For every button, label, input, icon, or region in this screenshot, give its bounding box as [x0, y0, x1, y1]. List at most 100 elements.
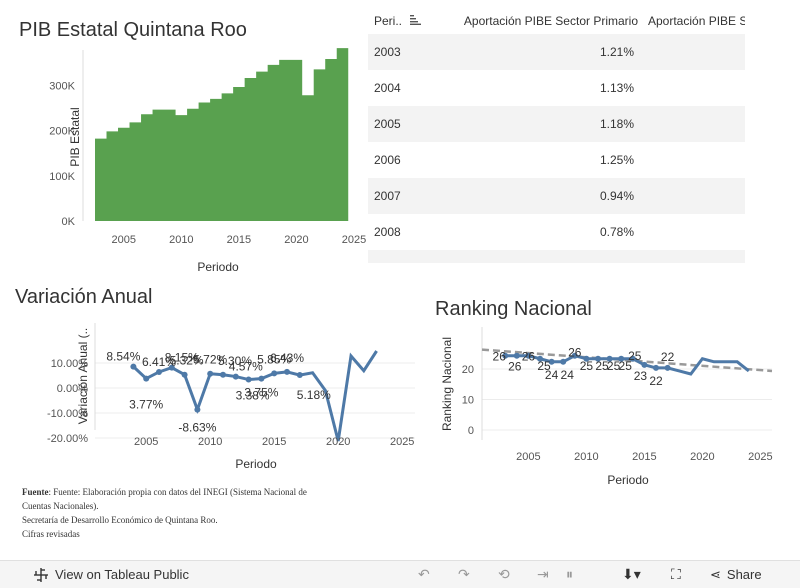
- variacion-point: [232, 373, 239, 380]
- data-label: 25: [628, 349, 642, 363]
- variacion-point: [296, 372, 303, 379]
- data-label: 26: [508, 360, 522, 374]
- pib-area: [95, 48, 349, 221]
- y-tick-label: -20.00%: [47, 433, 88, 445]
- ranking-point: [664, 364, 671, 371]
- data-label: 6.41%: [142, 355, 176, 369]
- x-tick-label: 2015: [262, 436, 286, 448]
- data-label: 4.57%: [229, 360, 263, 374]
- variacion-point: [181, 371, 188, 378]
- y-tick-label: 10.00%: [51, 358, 89, 370]
- x-tick-label: 2025: [748, 451, 772, 463]
- data-label: 25: [595, 359, 609, 373]
- tableau-toolbar: View on Tableau Public ↶ ↷ ⟲ ⇥ ⏸ ⬇▾ ⛶ ⋖ …: [0, 560, 800, 588]
- y-tick-label: 200K: [49, 126, 75, 138]
- fullscreen-icon[interactable]: ⛶: [671, 566, 681, 582]
- data-label: 23: [634, 369, 648, 383]
- tableau-logo-icon: [34, 567, 48, 582]
- refresh-icon[interactable]: ⇥: [537, 566, 549, 582]
- x-tick-label: 2020: [284, 234, 308, 246]
- source-label: Fuente: [22, 487, 49, 497]
- x-tick-label: 2010: [169, 234, 193, 246]
- table-row[interactable]: 2006 1.25%: [368, 142, 745, 178]
- header-primario[interactable]: Aportación PIBE Sector Primario: [463, 14, 638, 28]
- ranking-point: [583, 355, 590, 362]
- aportacion-table[interactable]: Peri.. Aportación PIBE Sector Primario A…: [368, 8, 745, 263]
- table-row[interactable]: 2004 1.13%: [368, 70, 745, 106]
- ranking-point: [571, 352, 578, 359]
- view-on-tableau-link[interactable]: View on Tableau Public: [33, 567, 189, 583]
- data-label: 3.38%: [236, 389, 270, 403]
- ranking-point: [560, 358, 567, 365]
- x-tick-label: 2025: [390, 436, 414, 448]
- ranking-line: [505, 354, 750, 376]
- x-tick-label: 2005: [134, 436, 158, 448]
- table-row[interactable]: 2008 0.78%: [368, 214, 745, 250]
- x-tick-label: 2020: [690, 451, 714, 463]
- data-label: 26: [568, 346, 582, 360]
- trend-line: [481, 348, 773, 373]
- data-label: 8.54%: [106, 350, 140, 364]
- data-label: 24: [561, 368, 575, 382]
- y-tick-label: 0K: [62, 216, 76, 228]
- pib-chart-title: PIB Estatal Quintana Roo: [19, 19, 247, 41]
- undo-icon[interactable]: ↶: [418, 566, 430, 582]
- header-second[interactable]: Aportación PIBE S: [648, 14, 745, 28]
- data-label: 25: [619, 359, 633, 373]
- data-label: 3.75%: [244, 386, 278, 400]
- cell-primario: 0.99%: [446, 261, 634, 263]
- x-tick-label: 2015: [227, 234, 251, 246]
- data-label: 24: [545, 368, 559, 382]
- view-on-tableau-label: View on Tableau Public: [55, 567, 189, 582]
- y-tick-label: -10.00%: [47, 408, 88, 420]
- source-line2: Secretaría de Desarrollo Económico de Qu…: [22, 515, 218, 525]
- sort-icon[interactable]: [410, 14, 446, 28]
- source-note: Fuente: Fuente: Elaboración propia con d…: [22, 485, 332, 541]
- data-label: 5.32%: [170, 354, 204, 368]
- pause-icon[interactable]: ⏸: [566, 566, 573, 582]
- table-row[interactable]: 2003 1.21%: [368, 34, 745, 70]
- ranking-point: [641, 361, 648, 368]
- x-axis-title: Periodo: [235, 457, 277, 471]
- x-axis-title: Periodo: [607, 473, 649, 487]
- y-axis-title: Ranking Nacional: [440, 337, 454, 431]
- cell-period: 2003: [374, 45, 401, 59]
- table-row[interactable]: 20090.99%: [368, 250, 745, 263]
- variacion-line-chart[interactable]: 10.00% 0.00% -10.00% -20.00% 8.54% 3.77% 6.41%…: [0, 318, 420, 508]
- data-label: 25: [607, 359, 621, 373]
- data-label: 3.77%: [129, 398, 163, 412]
- data-label: 5.72%: [193, 353, 227, 367]
- download-icon[interactable]: ⬇▾: [622, 566, 641, 582]
- x-tick-label: 2005: [112, 234, 136, 246]
- ranking-point: [502, 352, 509, 359]
- table-row[interactable]: 2005 1.18%: [368, 106, 745, 142]
- share-label: Share: [726, 567, 762, 582]
- pib-area-chart[interactable]: 0K 100K 200K 300K 2005 2010 2015 2020 2025 Period…: [0, 45, 366, 275]
- variacion-point: [156, 368, 162, 375]
- header-period[interactable]: Peri..: [374, 14, 403, 28]
- x-tick-label: 2005: [516, 451, 540, 463]
- x-tick-label: 2020: [326, 436, 350, 448]
- y-axis-title: Variación Anual (..: [76, 328, 90, 425]
- variacion-point: [194, 406, 201, 413]
- redo-icon[interactable]: ↷: [458, 566, 470, 582]
- variacion-point: [245, 376, 252, 383]
- data-label: 26: [493, 350, 507, 364]
- y-tick-label: 300K: [49, 80, 75, 92]
- variacion-point: [220, 371, 226, 378]
- share-button[interactable]: ⋖ Share: [710, 561, 762, 588]
- y-tick-label: 0: [468, 425, 474, 437]
- variacion-point: [284, 368, 290, 375]
- x-tick-label: 2010: [198, 436, 222, 448]
- cell-primario: 1.25%: [599, 153, 634, 167]
- ranking-point: [653, 364, 659, 371]
- y-axis-title: PIB Estatal: [68, 107, 82, 166]
- revert-icon[interactable]: ⟲: [498, 566, 510, 582]
- ranking-point: [618, 355, 625, 362]
- ranking-point: [548, 358, 555, 365]
- cell-primario: 0.78%: [599, 225, 634, 239]
- data-label: -8.63%: [178, 421, 216, 435]
- ranking-point: [629, 355, 636, 362]
- table-row[interactable]: 2007 0.94%: [368, 178, 745, 214]
